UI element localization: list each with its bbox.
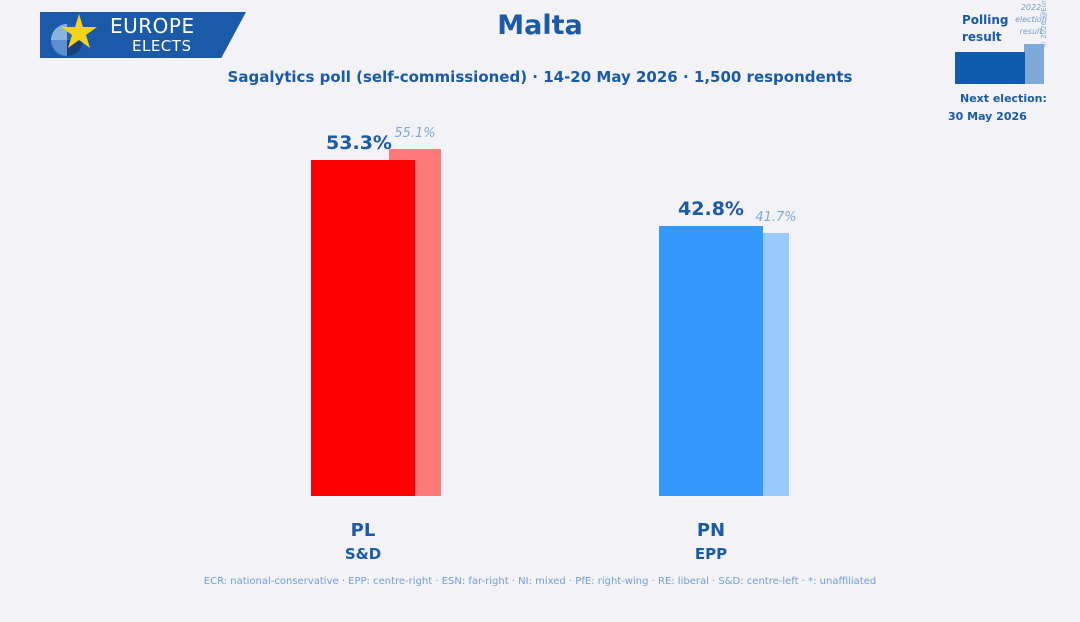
chart-legend: Polling result 2022 election result © 20… bbox=[940, 0, 1080, 130]
bar-pn-polling bbox=[659, 226, 763, 496]
legend-election-swatch bbox=[1024, 44, 1044, 84]
bar-pn-2022-election bbox=[763, 233, 789, 496]
group-label-pn: EPP bbox=[694, 545, 728, 563]
group-footnote: ECR: national-conservative · EPP: centre… bbox=[203, 576, 877, 587]
legend-polling-swatch bbox=[955, 52, 1025, 84]
value-label-pl-polling: 53.3% bbox=[326, 132, 392, 155]
next-election-date: 30 May 2026 bbox=[948, 110, 1027, 123]
next-election-label: Next election: bbox=[960, 92, 1047, 105]
value-label-pl-2022-election: 55.1% bbox=[394, 125, 436, 141]
bar-pl-polling bbox=[311, 160, 415, 496]
category-label-pn: PN bbox=[696, 520, 726, 541]
logo-emblem-icon bbox=[51, 14, 97, 56]
chart-subtitle: Sagalytics poll (self-commissioned) · 14… bbox=[227, 68, 853, 86]
category-label-pl: PL bbox=[350, 520, 376, 541]
legend-polling-label: Polling result bbox=[962, 13, 1009, 44]
value-label-pn-2022-election: 41.7% bbox=[755, 210, 797, 226]
legend-election-label: 2022 election result bbox=[1015, 3, 1047, 36]
chart-title: Malta bbox=[497, 10, 583, 41]
group-label-pl: S&D bbox=[344, 545, 382, 563]
logo-text-europe: EUROPE bbox=[110, 14, 195, 38]
value-label-pn-polling: 42.8% bbox=[678, 198, 744, 221]
copyright-text: © 2026 @EuropeElects bbox=[1040, 0, 1048, 48]
europe-elects-logo: EUROPE ELECTS bbox=[0, 0, 250, 60]
logo-text-elects: ELECTS bbox=[132, 37, 192, 55]
